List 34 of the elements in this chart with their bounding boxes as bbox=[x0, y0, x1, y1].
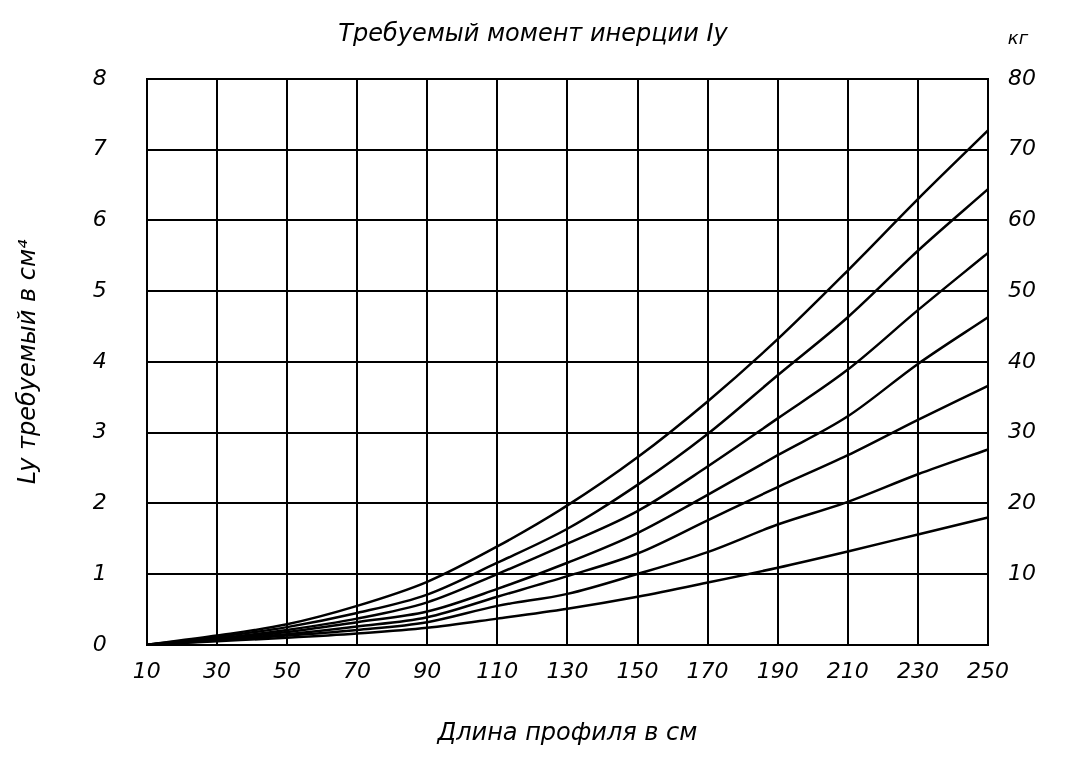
y-tick-label: 3 bbox=[92, 418, 107, 444]
x-tick-label: 50 bbox=[273, 657, 301, 683]
y2-tick-label: 70 bbox=[1008, 135, 1037, 161]
y-tick-label: 1 bbox=[92, 559, 107, 585]
y2-axis-title: кг bbox=[1007, 27, 1029, 49]
y2-tick-label: 40 bbox=[1008, 347, 1037, 373]
y-tick-label: 0 bbox=[92, 630, 107, 656]
x-tick-label: 250 bbox=[967, 657, 1010, 683]
x-tick-label: 110 bbox=[476, 657, 519, 683]
y2-tick-label: 60 bbox=[1008, 206, 1037, 232]
y2-tick-label: 50 bbox=[1008, 276, 1037, 302]
x-tick-label: 70 bbox=[343, 657, 372, 683]
x-tick-label: 190 bbox=[756, 657, 799, 683]
y2-tick-label: 30 bbox=[1008, 418, 1037, 444]
x-axis-title: Длина профиля в см bbox=[436, 717, 698, 746]
y-tick-label: 8 bbox=[92, 64, 107, 90]
y2-tick-label: 80 bbox=[1008, 64, 1037, 90]
x-tick-label: 230 bbox=[896, 657, 939, 683]
x-tick-label: 210 bbox=[826, 657, 869, 683]
y-tick-label: 4 bbox=[92, 347, 107, 373]
y-tick-label: 6 bbox=[92, 206, 107, 232]
chart-title: Требуемый момент инерции Iy bbox=[338, 18, 729, 47]
y-axis-title: Ly требуемый в см⁴ bbox=[12, 238, 41, 485]
y2-tick-label: 20 bbox=[1008, 489, 1037, 515]
x-tick-label: 30 bbox=[202, 657, 231, 683]
x-tick-label: 10 bbox=[132, 657, 161, 683]
x-tick-label: 170 bbox=[686, 657, 729, 683]
y2-tick-label: 10 bbox=[1008, 559, 1037, 585]
x-tick-label: 90 bbox=[413, 657, 442, 683]
y-tick-label: 2 bbox=[92, 489, 107, 515]
x-tick-label: 130 bbox=[546, 657, 589, 683]
y-tick-label: 7 bbox=[92, 135, 107, 161]
y-tick-label: 5 bbox=[92, 276, 107, 302]
x-tick-label: 150 bbox=[616, 657, 659, 683]
